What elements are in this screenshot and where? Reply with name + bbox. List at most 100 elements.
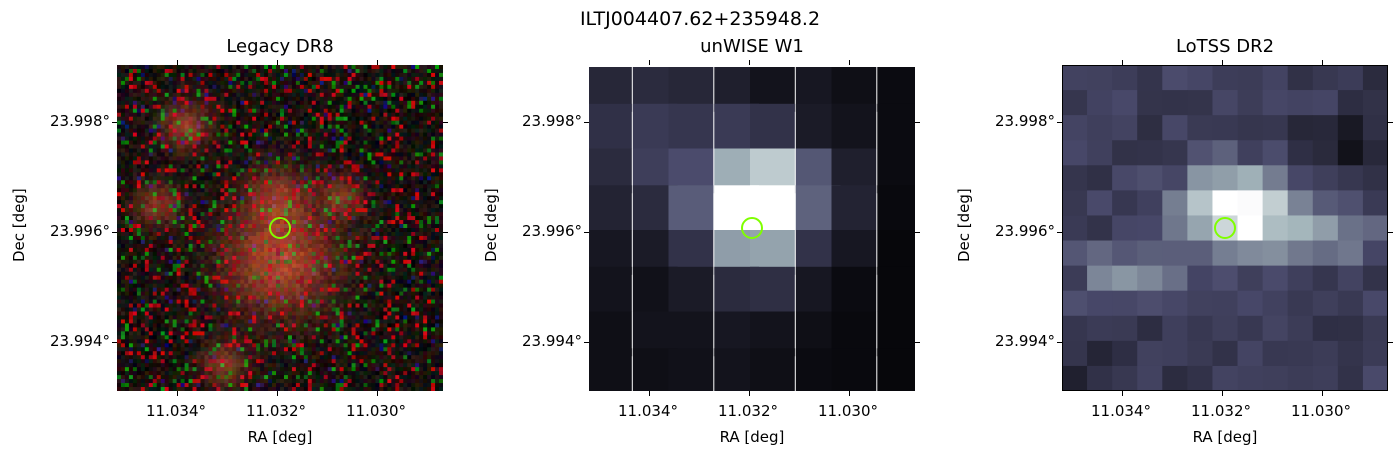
legacy-pixel xyxy=(260,100,265,106)
legacy-pixel xyxy=(252,220,257,225)
legacy-pixel xyxy=(244,144,249,149)
legacy-pixel xyxy=(327,160,333,165)
legacy-pixel xyxy=(240,164,245,169)
legacy-pixel xyxy=(268,303,273,308)
legacy-pixel xyxy=(176,224,182,229)
legacy-pixel xyxy=(152,132,158,137)
legacy-pixel xyxy=(399,68,404,74)
legacy-pixel xyxy=(335,132,341,137)
legacy-pixel xyxy=(331,124,337,130)
legacy-pixel xyxy=(268,216,273,221)
legacy-pixel xyxy=(128,235,134,241)
legacy-pixel xyxy=(411,76,416,82)
legacy-pixel xyxy=(220,100,225,106)
legacy-pixel xyxy=(299,287,305,293)
legacy-pixel xyxy=(287,188,293,193)
legacy-pixel xyxy=(347,116,352,122)
legacy-pixel xyxy=(431,112,436,118)
legacy-pixel xyxy=(327,144,333,149)
legacy-pixel xyxy=(192,152,197,157)
legacy-pixel xyxy=(208,156,213,161)
legacy-pixel xyxy=(164,255,170,261)
legacy-pixel xyxy=(295,235,301,241)
legacy-pixel xyxy=(399,299,404,304)
legacy-pixel xyxy=(311,291,317,296)
legacy-pixel xyxy=(268,180,273,185)
legacy-pixel xyxy=(431,104,436,110)
legacy-pixel xyxy=(283,176,289,181)
legacy-pixel xyxy=(307,267,313,273)
legacy-pixel xyxy=(315,172,321,177)
legacy-pixel xyxy=(439,96,443,102)
legacy-pixel xyxy=(244,287,249,293)
legacy-pixel xyxy=(176,156,182,161)
legacy-pixel xyxy=(323,76,329,82)
legacy-pixel xyxy=(200,160,205,165)
legacy-pixel xyxy=(272,68,277,74)
legacy-pixel xyxy=(395,112,400,118)
legacy-pixel xyxy=(180,152,185,157)
legacy-pixel xyxy=(200,168,205,173)
legacy-pixel xyxy=(427,224,432,229)
legacy-pixel xyxy=(196,295,201,300)
legacy-pixel xyxy=(276,92,281,98)
legacy-pixel xyxy=(268,220,273,225)
legacy-pixel xyxy=(168,180,174,185)
legacy-pixel xyxy=(148,100,154,106)
legacy-pixel xyxy=(439,200,443,205)
legacy-pixel xyxy=(188,128,193,133)
legacy-pixel xyxy=(395,243,400,249)
legacy-pixel xyxy=(427,267,432,273)
legacy-pixel xyxy=(335,80,341,86)
legacy-pixel xyxy=(347,291,352,296)
legacy-pixel xyxy=(303,295,309,300)
legacy-pixel xyxy=(220,271,225,277)
legacy-pixel xyxy=(435,76,440,82)
legacy-pixel xyxy=(351,148,356,153)
legacy-pixel xyxy=(435,243,440,249)
legacy-pixel xyxy=(232,132,237,137)
legacy-pixel xyxy=(347,160,352,165)
legacy-pixel xyxy=(196,228,201,233)
legacy-pixel xyxy=(431,267,436,273)
legacy-pixel xyxy=(379,160,384,165)
legacy-pixel xyxy=(351,267,356,273)
legacy-pixel xyxy=(295,108,301,114)
legacy-pixel xyxy=(311,220,317,225)
legacy-pixel xyxy=(343,243,348,249)
legacy-pixel xyxy=(287,148,293,153)
legacy-pixel xyxy=(355,196,360,201)
legacy-pixel xyxy=(395,140,400,145)
legacy-pixel xyxy=(204,196,209,201)
legacy-pixel xyxy=(200,116,205,122)
legacy-pixel xyxy=(439,212,443,217)
legacy-pixel xyxy=(176,279,182,285)
legacy-pixel xyxy=(248,144,253,149)
legacy-pixel xyxy=(295,287,301,293)
legacy-pixel xyxy=(383,104,388,110)
legacy-pixel xyxy=(140,224,146,229)
legacy-pixel xyxy=(319,65,325,70)
legacy-pixel xyxy=(180,164,185,169)
legacy-pixel xyxy=(260,212,265,217)
legacy-pixel xyxy=(319,124,325,130)
legacy-pixel xyxy=(351,72,356,78)
legacy-pixel xyxy=(307,156,313,161)
legacy-pixel xyxy=(375,231,380,237)
legacy-pixel xyxy=(283,200,289,205)
legacy-pixel xyxy=(176,180,182,185)
legacy-pixel xyxy=(152,279,158,285)
legacy-pixel xyxy=(347,164,352,169)
legacy-pixel xyxy=(331,283,337,289)
legacy-pixel xyxy=(204,267,209,273)
legacy-pixel xyxy=(287,192,293,197)
legacy-pixel xyxy=(160,271,166,277)
legacy-pixel xyxy=(355,303,360,308)
legacy-pixel xyxy=(295,239,301,245)
legacy-pixel xyxy=(184,295,189,300)
legacy-pixel xyxy=(431,271,436,277)
legacy-pixel xyxy=(339,112,345,118)
legacy-pixel xyxy=(152,188,158,193)
legacy-pixel xyxy=(415,200,420,205)
legacy-pixel xyxy=(335,148,341,153)
